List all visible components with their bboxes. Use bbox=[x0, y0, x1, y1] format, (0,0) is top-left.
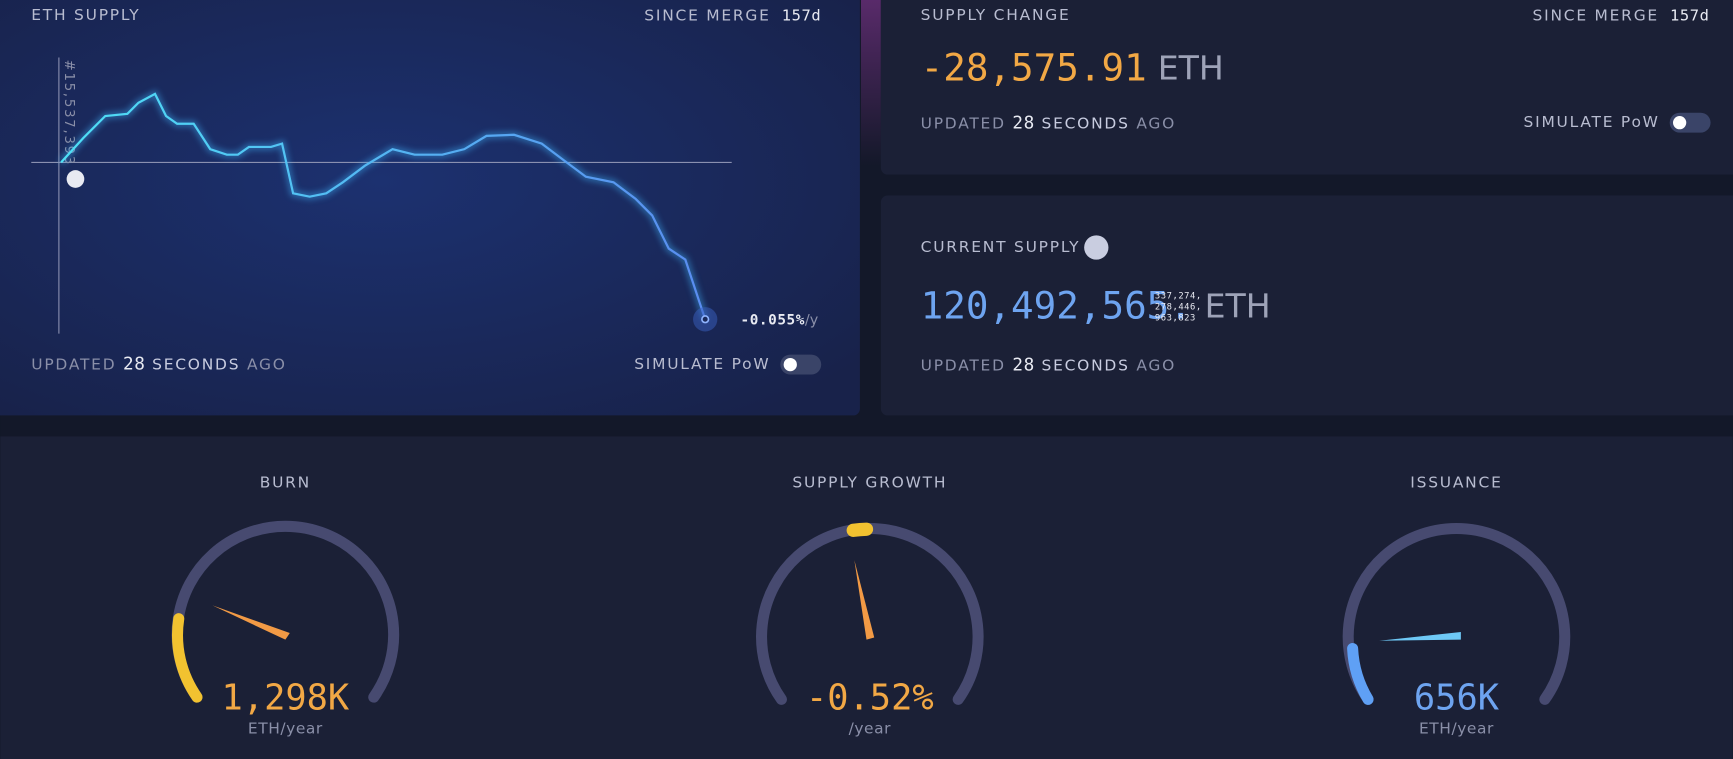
gauge-unit: ETH/year bbox=[1419, 720, 1494, 738]
gauge-fill bbox=[1347, 642, 1374, 705]
glow bbox=[860, 0, 881, 166]
updated-number: 28 bbox=[1012, 114, 1034, 134]
change-unit: ETH bbox=[1158, 48, 1224, 87]
merge-icon bbox=[66, 170, 85, 188]
supply-unit: ETH bbox=[1205, 287, 1271, 326]
supply-growth-gauge: SUPPLY GROWTH -0.52% /year bbox=[756, 473, 984, 738]
updated-word: UPDATED bbox=[31, 355, 116, 373]
rate-unit: /y bbox=[805, 312, 819, 328]
since-merge: SINCE MERGE 157d bbox=[1533, 6, 1710, 24]
updated-unit: SECONDS bbox=[1041, 356, 1129, 374]
since-value: 157d bbox=[782, 6, 821, 24]
supply-decimals: 963,823 bbox=[1155, 314, 1196, 324]
updated-number: 28 bbox=[1012, 356, 1034, 376]
nerd-emoji bbox=[1084, 235, 1109, 260]
toggle-label: SIMULATE PoW bbox=[1524, 113, 1660, 131]
gauge-needle bbox=[212, 605, 290, 640]
gauge-fill bbox=[171, 613, 203, 703]
supply-line bbox=[60, 92, 707, 320]
gauge-value: 656K bbox=[1414, 677, 1500, 718]
gauges-panel bbox=[0, 436, 1733, 759]
gauge-track bbox=[1342, 523, 1571, 705]
updated-unit: SECONDS bbox=[152, 355, 240, 373]
gauge-title: BURN bbox=[260, 473, 311, 491]
gauge-value: -0.52% bbox=[806, 677, 934, 718]
gauge-title: SUPPLY GROWTH bbox=[792, 473, 947, 491]
rate: -0.055%/y bbox=[741, 312, 819, 328]
updated-unit: SECONDS bbox=[1041, 114, 1129, 132]
gauge-unit: ETH/year bbox=[248, 720, 323, 738]
supply-change-panel bbox=[880, 0, 1733, 175]
burn-gauge: BURN 1,298K ETH/year bbox=[171, 473, 400, 738]
updated-word: UPDATED bbox=[921, 114, 1006, 132]
panel-title: SUPPLY CHANGE bbox=[921, 6, 1071, 24]
gauge-value: 1,298K bbox=[222, 677, 350, 718]
panel-title: CURRENT SUPPLY bbox=[921, 238, 1081, 256]
supply-decimals: 337,274, bbox=[1155, 292, 1202, 302]
toggle-knob bbox=[1673, 116, 1687, 130]
eth-supply-panel bbox=[0, 0, 860, 416]
supply-decimals: 278,446, bbox=[1155, 303, 1202, 313]
updated-ago: AGO bbox=[247, 355, 287, 373]
gauge-title: ISSUANCE bbox=[1410, 473, 1502, 491]
updated: UPDATED 28 SECONDS AGO bbox=[921, 356, 1176, 376]
toggle-knob bbox=[783, 357, 797, 372]
since-value: 157d bbox=[1670, 6, 1709, 24]
updated-ago: AGO bbox=[1136, 114, 1176, 132]
rate-value: -0.055% bbox=[741, 312, 805, 328]
updated: UPDATED 28 SECONDS AGO bbox=[921, 114, 1176, 134]
gauge-needle bbox=[854, 560, 875, 640]
gauge-fill bbox=[846, 522, 874, 537]
panel-title: ETH SUPPLY bbox=[31, 6, 140, 24]
since-merge: SINCE MERGE 157d bbox=[644, 6, 821, 24]
gauge-unit: /year bbox=[849, 720, 892, 738]
supply-value: 120,492,565. bbox=[921, 284, 1192, 328]
end-dot bbox=[701, 315, 710, 324]
toggle-label: SIMULATE PoW bbox=[634, 355, 770, 373]
updated: UPDATED 28 SECONDS AGO bbox=[31, 355, 286, 375]
updated-word: UPDATED bbox=[921, 356, 1006, 374]
change-number: -28,575.91 bbox=[921, 45, 1147, 89]
since-label: SINCE MERGE bbox=[644, 6, 770, 24]
since-label: SINCE MERGE bbox=[1533, 6, 1659, 24]
block-label: #15,537,393 bbox=[61, 60, 76, 166]
updated-number: 28 bbox=[123, 355, 145, 375]
supply-change-value: -28,575.91 ETH bbox=[921, 45, 1224, 89]
updated-ago: AGO bbox=[1136, 356, 1176, 374]
issuance-gauge: ISSUANCE 656K ETH/year bbox=[1342, 473, 1571, 738]
